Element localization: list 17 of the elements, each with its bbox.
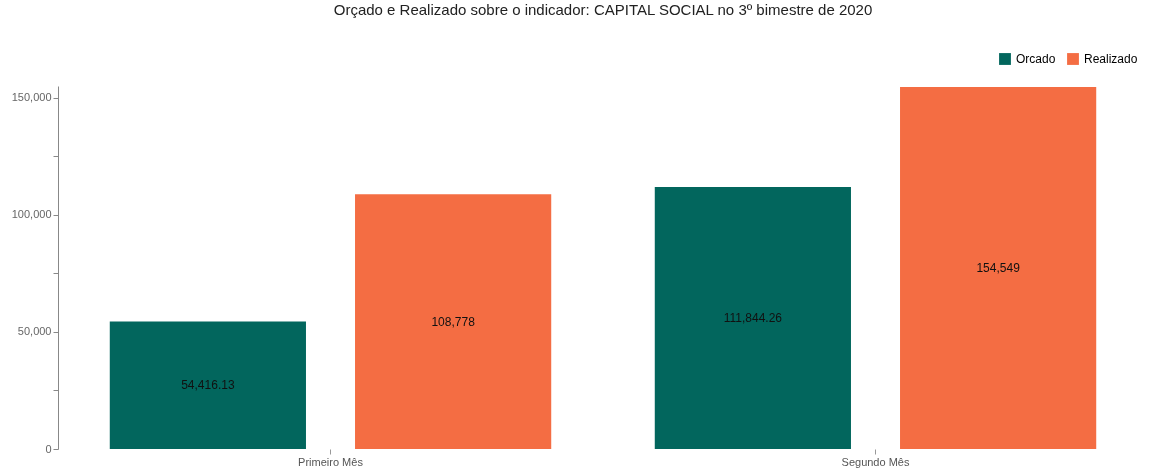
x-tick-label: Segundo Mês bbox=[841, 455, 910, 468]
y-tick-label: 100,000 bbox=[11, 208, 52, 221]
legend-label: Orcado bbox=[1016, 52, 1056, 66]
data-label: 108,778 bbox=[431, 314, 476, 329]
bar bbox=[355, 194, 552, 449]
data-label: 154,549 bbox=[976, 261, 1021, 276]
y-tick-label: 0 bbox=[45, 442, 52, 455]
chart-title: Orçado e Realizado sobre o indicador: CAPITAL SOCIAL no 3º bimestre de 2020 bbox=[333, 1, 873, 18]
bar bbox=[900, 87, 1097, 449]
legend-label: Realizado bbox=[1084, 52, 1138, 66]
x-tick-label: Primeiro Mês bbox=[298, 455, 364, 468]
data-label: 54,416.13 bbox=[181, 378, 235, 393]
bar bbox=[654, 187, 851, 449]
y-tick-label: 150,000 bbox=[11, 91, 52, 104]
y-tick-label: 50,000 bbox=[17, 325, 52, 338]
data-label: 111,844.26 bbox=[723, 311, 783, 326]
bar bbox=[109, 321, 306, 449]
